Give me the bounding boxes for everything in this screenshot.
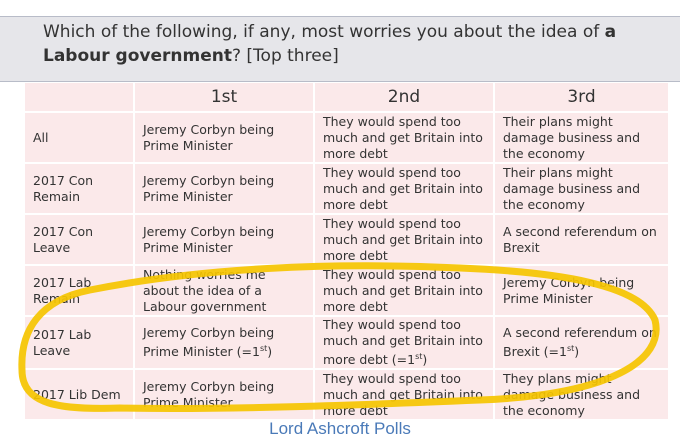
header-cell [25,83,133,111]
table-row: All Jeremy Corbyn being Prime Minister The… [25,113,668,162]
question-bold: a Labour government [43,22,617,66]
question-band [0,16,680,82]
table-row: 2017 Lab Leave Jeremy Corbyn being Prime … [25,317,668,369]
rank-cell: A second referendum on Brexit (=1st) [495,317,668,369]
table-row: 2017 Lab Remain Nothing worries me about … [25,266,668,315]
rank-cell: Jeremy Corbyn being Prime Minister (=1st… [135,317,313,369]
row-group-cell: 2017 Con Remain [25,164,133,213]
rank-cell: They plans might damage business and the… [495,370,668,420]
question-text: Which of the following, if any, most wor… [43,22,605,42]
row-group-cell: 2017 Lab Remain [25,266,133,315]
table-row: 2017 Lib Dem Jeremy Corbyn being Prime Mi… [25,370,668,420]
results-table: 1st 2nd 3rd All Jeremy Corbyn being Prime… [23,81,670,421]
rank-cell: Jeremy Corbyn being Prime Minister [135,113,313,162]
rank-cell: Jeremy Corbyn being Prime Minister [135,370,313,420]
header-cell: 1st [135,83,313,111]
header-cell: 3rd [495,83,668,111]
table-row: 2017 Con Leave Jeremy Corbyn being Prime … [25,215,668,264]
rank-cell: They would spend too much and get Britai… [315,164,493,213]
header-row: 1st 2nd 3rd [25,83,668,111]
rank-cell: Jeremy Corbyn being Prime Minister [495,266,668,315]
rank-cell: Their plans might damage business and th… [495,113,668,162]
rank-cell: Their plans might damage business and th… [495,164,668,213]
rank-cell: They would spend too much and get Britai… [315,317,493,369]
row-group-cell: All [25,113,133,162]
question-suffix: ? [Top three] [231,46,339,66]
rank-cell: Jeremy Corbyn being Prime Minister [135,164,313,213]
question-title: Which of the following, if any, most wor… [43,20,663,68]
rank-cell: They would spend too much and get Britai… [315,370,493,420]
source-label: Lord Ashcroft Polls [269,419,411,438]
rank-cell: They would spend too much and get Britai… [315,113,493,162]
row-group-cell: 2017 Lib Dem [25,370,133,420]
table-row: 2017 Con Remain Jeremy Corbyn being Prime… [25,164,668,213]
rank-cell: Nothing worries me about the idea of a L… [135,266,313,315]
row-group-cell: 2017 Con Leave [25,215,133,264]
rank-cell: A second referendum on Brexit [495,215,668,264]
header-cell: 2nd [315,83,493,111]
rank-cell: They would spend too much and get Britai… [315,266,493,315]
rank-cell: Jeremy Corbyn being Prime Minister [135,215,313,264]
row-group-cell: 2017 Lab Leave [25,317,133,369]
rank-cell: They would spend too much and get Britai… [315,215,493,264]
